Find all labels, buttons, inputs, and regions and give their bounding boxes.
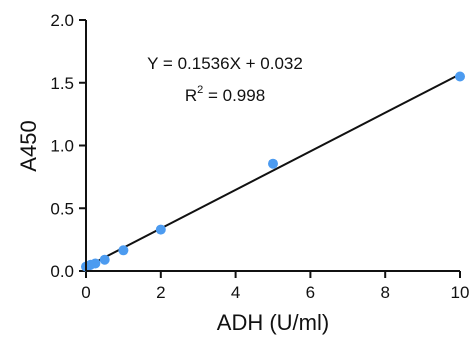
y-tick-label: 0.0	[50, 262, 74, 281]
data-point	[455, 71, 465, 82]
data-point	[118, 245, 129, 256]
data-point	[99, 254, 110, 265]
y-tick-label: 1.5	[50, 74, 74, 93]
data-point	[268, 158, 278, 169]
data-point	[90, 258, 101, 269]
x-tick-label: 0	[81, 283, 90, 302]
x-tick-label: 8	[380, 283, 389, 302]
x-tick-label: 2	[156, 283, 165, 302]
r-squared-value: = 0.998	[203, 86, 265, 105]
x-tick-label: 6	[306, 283, 315, 302]
y-axis-ticks: 0.0 0.5 1.0 1.5 2.0	[50, 11, 86, 281]
y-tick-label: 2.0	[50, 11, 74, 30]
x-tick-label: 4	[231, 283, 240, 302]
r-squared-symbol: R	[185, 86, 197, 105]
fit-line	[85, 73, 461, 268]
x-axis-title: ADH (U/ml)	[217, 310, 329, 335]
y-tick-label: 1.0	[50, 137, 74, 156]
r-squared-label: R2 = 0.998	[185, 84, 265, 105]
equation-label: Y = 0.1536X + 0.032	[147, 54, 303, 73]
x-axis-ticks: 0 2 4 6 8 10	[81, 271, 469, 302]
y-axis-title: A450	[16, 120, 41, 171]
r-squared-exponent: 2	[197, 84, 203, 96]
y-tick-label: 0.5	[50, 199, 74, 218]
x-tick-label: 10	[451, 283, 470, 302]
data-point	[155, 224, 166, 235]
